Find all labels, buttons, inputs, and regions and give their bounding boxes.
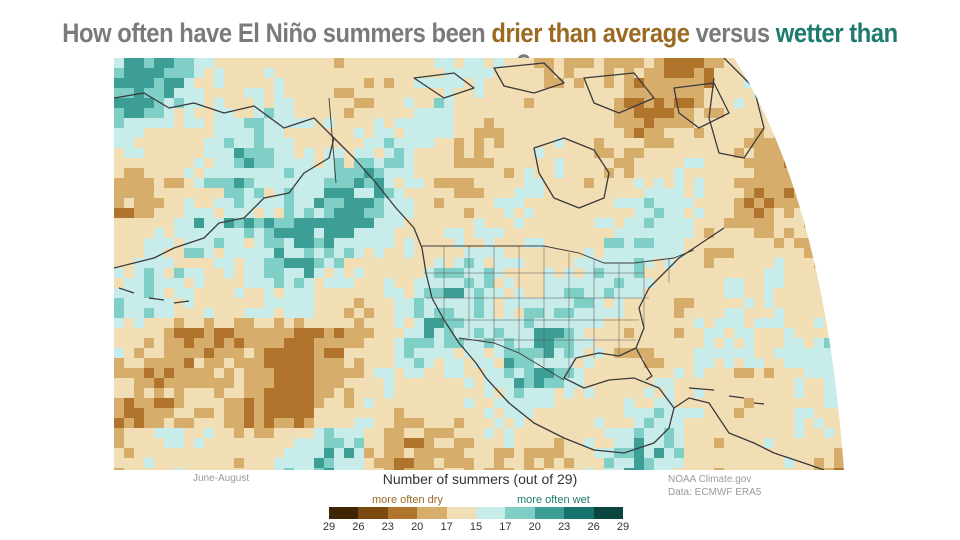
legend-swatch (476, 507, 506, 519)
legend-swatch (446, 507, 477, 519)
legend-tick-label: 29 (616, 521, 630, 533)
credit-source: NOAA Climate.gov (668, 474, 752, 485)
hudson-bay-coastline (533, 137, 610, 209)
map-canvas (114, 58, 844, 470)
legend-tick-label: 20 (528, 521, 541, 533)
gulf-east-coastline (563, 227, 725, 409)
title-dry-text: drier than average (491, 18, 690, 48)
legend-tick-label: 29 (322, 521, 336, 533)
credit-note: NOAA Climate.gov Data: ECMWF ERA5 (668, 473, 761, 499)
title-text-1: How often have El Niño summers been (62, 18, 492, 48)
arctic-islands (413, 62, 730, 129)
legend-tick-label: 23 (381, 521, 394, 533)
legend-color-bar (329, 507, 624, 519)
legend-tick-label: 23 (558, 521, 571, 533)
alaska-canada-border (328, 97, 337, 184)
legend-wet-label: more often wet (517, 494, 590, 506)
legend-tick-label: 15 (469, 521, 483, 533)
state-borders (424, 246, 670, 378)
west-coastline (333, 137, 487, 379)
season-note: June-August (193, 473, 250, 484)
caribbean-islands (688, 387, 765, 405)
legend-swatch (329, 507, 359, 519)
alaska-coastline (114, 92, 335, 269)
legend-swatch (593, 507, 624, 519)
legend-swatch (387, 507, 418, 519)
credit-data: Data: ECMWF ERA5 (668, 487, 762, 498)
legend-swatch (534, 507, 565, 519)
legend-tick-label: 20 (411, 521, 424, 533)
coastline-borders (114, 58, 825, 470)
legend-swatch (564, 507, 594, 519)
legend-tick-label: 26 (352, 521, 365, 533)
legend-dry-label: more often dry (372, 494, 443, 506)
aleutian-islands (118, 287, 190, 304)
legend-swatch (417, 507, 447, 519)
legend-tick-label: 17 (440, 521, 453, 533)
legend-tick-label: 17 (499, 521, 512, 533)
map-data-cells (114, 58, 844, 470)
title-text-2: versus (689, 18, 776, 48)
legend-ticks: 29 26 23 20 17 15 17 20 23 26 29 (319, 521, 633, 535)
florida-coastline (635, 347, 653, 381)
legend-swatch (358, 507, 388, 519)
legend-title: Number of summers (out of 29) (382, 471, 578, 487)
legend-swatch (505, 507, 535, 519)
precipitation-map (114, 58, 844, 470)
legend-tick-label: 26 (587, 521, 600, 533)
